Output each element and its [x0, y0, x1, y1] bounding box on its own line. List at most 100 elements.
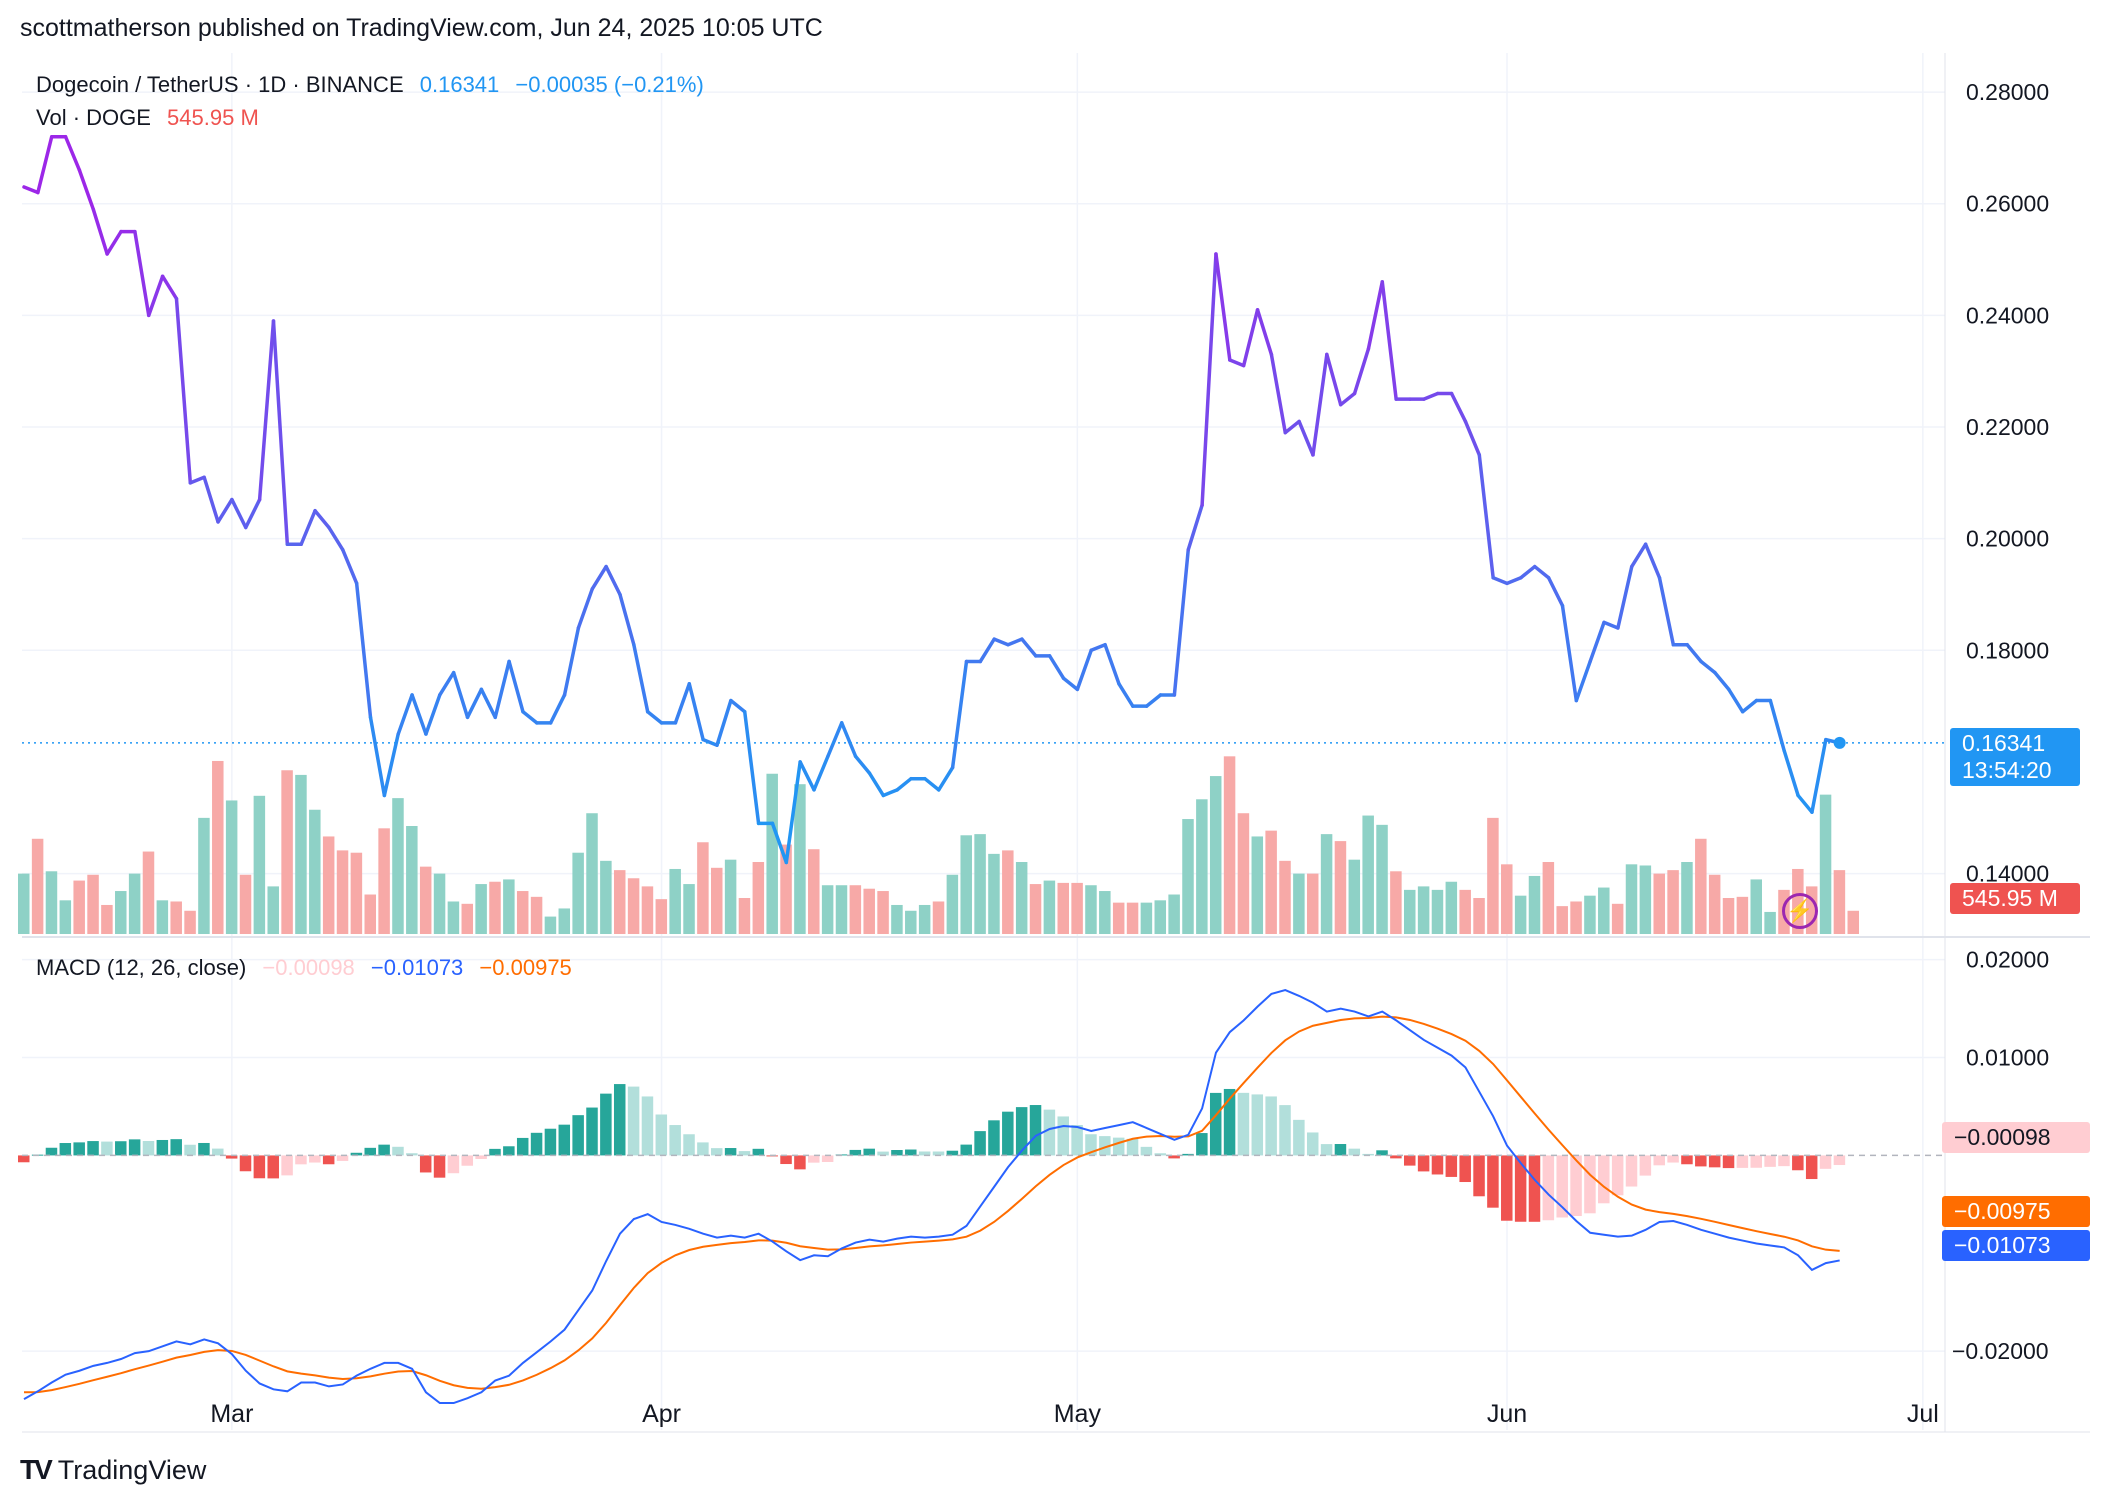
- macd-histogram-bar: [641, 1096, 654, 1156]
- volume-bar: [31, 838, 44, 934]
- price-segment: [1352, 347, 1371, 396]
- macd-histogram-bar: [1223, 1088, 1236, 1156]
- volume-bar: [392, 798, 404, 934]
- macd-histogram-bar: [1293, 1119, 1305, 1156]
- volume-label: Vol · DOGE: [36, 105, 151, 130]
- price-segment: [465, 687, 484, 720]
- macd-histogram-bar: [1639, 1155, 1652, 1176]
- price-tick-label: 0.24000: [1966, 302, 2049, 328]
- volume-bar: [752, 862, 765, 934]
- macd-histogram-bar: [1417, 1155, 1430, 1172]
- price-segment: [618, 592, 636, 647]
- volume-bar: [1514, 895, 1527, 934]
- price-legend: Dogecoin / TetherUS · 1D · BINANCE 0.163…: [36, 72, 714, 98]
- macd-histogram-bar: [1819, 1155, 1832, 1169]
- price-segment: [742, 709, 761, 826]
- volume-bar: [1431, 889, 1444, 934]
- macd-histogram-bar: [1833, 1155, 1846, 1166]
- macd-histogram-bar: [1750, 1155, 1762, 1168]
- volume-bar: [1542, 862, 1555, 934]
- lightning-icon[interactable]: ⚡: [1782, 893, 1818, 929]
- volume-bars: [18, 756, 1860, 934]
- volume-bar: [613, 870, 626, 934]
- volume-bar: [918, 904, 931, 934]
- volume-bar: [530, 896, 543, 934]
- price-segment: [701, 737, 719, 747]
- volume-bar: [1417, 886, 1430, 934]
- volume-bar: [849, 885, 862, 934]
- price-segment: [1505, 575, 1523, 586]
- month-tick-label: Jun: [1487, 1400, 1527, 1428]
- price-segment: [729, 698, 747, 714]
- volume-bar: [1473, 898, 1485, 934]
- price-segment: [1657, 575, 1676, 647]
- price-segment: [853, 754, 872, 775]
- price-segment: [604, 564, 622, 597]
- last-price-value: 0.16341: [419, 72, 500, 97]
- macd-histogram-bar: [863, 1148, 875, 1156]
- volume-bar: [475, 884, 487, 934]
- volume-bar: [267, 886, 279, 934]
- price-segment: [1463, 419, 1482, 457]
- price-badge-value: 0.16341: [1962, 730, 2046, 756]
- macd-histogram-bar: [1598, 1155, 1610, 1204]
- macd-histogram-bar: [1778, 1155, 1790, 1167]
- price-segment: [1588, 620, 1606, 664]
- price-segment: [91, 207, 109, 256]
- volume-bar: [780, 844, 792, 934]
- macd-histogram-bar: [1085, 1134, 1097, 1156]
- macd-badge: −0.01073: [1942, 1230, 2090, 1261]
- macd-legend: MACD (12, 26, close) −0.00098 −0.01073 −…: [36, 955, 582, 981]
- month-tick-label: Mar: [210, 1400, 253, 1428]
- volume-bar: [18, 873, 30, 934]
- macd-hist-value: −0.00098: [262, 955, 355, 980]
- price-segment: [1546, 575, 1565, 608]
- volume-bar: [808, 849, 820, 934]
- price-segment: [881, 788, 899, 798]
- macd-histogram-bar: [544, 1128, 557, 1156]
- macd-histogram-bar: [821, 1155, 834, 1162]
- volume-bar: [1182, 819, 1194, 934]
- macd-histogram-bar: [1015, 1107, 1028, 1156]
- price-segment: [160, 274, 179, 301]
- macd-histogram-bar: [1029, 1105, 1042, 1156]
- macd-tick-label: 0.02000: [1966, 947, 2049, 973]
- price-segment: [1380, 280, 1398, 401]
- volume-bar: [1584, 895, 1596, 934]
- price-segment: [1117, 682, 1135, 708]
- volume-bar: [558, 908, 571, 934]
- volume-bar: [891, 904, 903, 934]
- price-segment: [1616, 564, 1634, 630]
- macd-histogram-bar: [780, 1155, 792, 1165]
- volume-bar: [503, 879, 515, 934]
- macd-histogram-bar: [503, 1146, 515, 1156]
- volume-bar: [322, 836, 335, 934]
- macd-histogram-bar: [1764, 1155, 1776, 1167]
- price-segment: [271, 319, 290, 546]
- macd-histogram-bar: [364, 1147, 376, 1156]
- price-segment: [1782, 749, 1800, 798]
- macd-histogram-bar: [1611, 1155, 1624, 1196]
- macd-histogram-bar: [572, 1115, 584, 1156]
- macd-histogram-bar: [627, 1086, 640, 1156]
- macd-histogram-bar: [1459, 1155, 1471, 1183]
- macd-histogram-bar: [142, 1141, 155, 1156]
- macd-histogram-bar: [156, 1139, 169, 1156]
- price-tick-label: 0.28000: [1966, 79, 2049, 105]
- price-segment: [299, 508, 317, 546]
- volume-bar: [1362, 815, 1374, 934]
- macd-histogram-bar: [1570, 1155, 1582, 1217]
- price-segment: [202, 475, 220, 524]
- macd-histogram-bar: [1805, 1155, 1818, 1180]
- macd-histogram-bar: [1251, 1094, 1264, 1156]
- volume-bar: [350, 852, 363, 934]
- price-segment: [1519, 564, 1537, 580]
- volume-bar: [586, 813, 598, 934]
- month-tick-label: May: [1054, 1400, 1102, 1428]
- macd-histogram-bar: [281, 1155, 293, 1176]
- macd-histogram-bar: [1071, 1125, 1083, 1156]
- hist-badge: −0.00098: [1942, 1122, 2090, 1153]
- price-segment: [715, 698, 733, 747]
- macd-histogram-bar: [198, 1142, 210, 1156]
